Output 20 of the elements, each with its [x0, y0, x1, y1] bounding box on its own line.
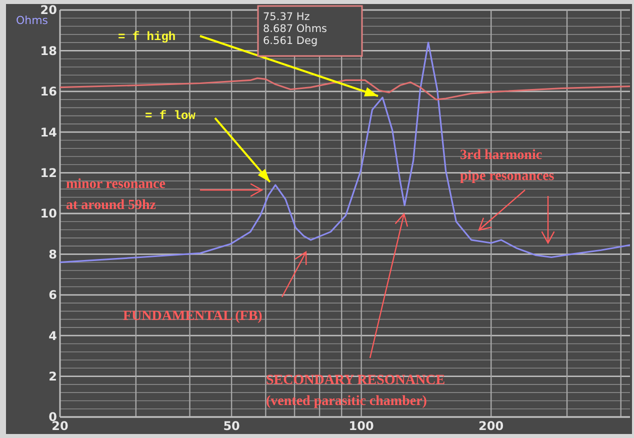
y-tick-label: 2 — [48, 370, 57, 384]
y-tick-label: 10 — [40, 206, 57, 221]
y-tick-label: 18 — [40, 44, 57, 58]
annotation: = f low — [145, 109, 196, 123]
y-tick-label: 6 — [48, 288, 57, 302]
annotation: 3rd harmonic pipe resonances — [460, 148, 555, 184]
x-tick-label: 50 — [223, 419, 240, 433]
annotation: FUNDAMENTAL (FB) — [123, 309, 263, 324]
y-tick-label: 12 — [40, 166, 57, 180]
x-tick-label: 100 — [348, 419, 374, 433]
annotation: minor resonance at around 59hz — [66, 177, 166, 213]
y-tick-label: 14 — [40, 125, 57, 140]
y-tick-label: 8 — [48, 247, 57, 262]
annotation: 75.37 Hz 8.687 Ohms 6.561 Deg — [263, 11, 328, 47]
x-tick-label: 200 — [478, 419, 504, 433]
y-tick-label: 4 — [48, 328, 57, 343]
annotation: = f high — [118, 30, 176, 44]
y-tick-label: 16 — [40, 84, 57, 99]
annotation: SECONDARY RESONANCE (vented parasitic chamber) — [266, 373, 446, 409]
readout-box: 75.37 Hz 8.687 Ohms 6.561 Deg — [257, 5, 363, 57]
